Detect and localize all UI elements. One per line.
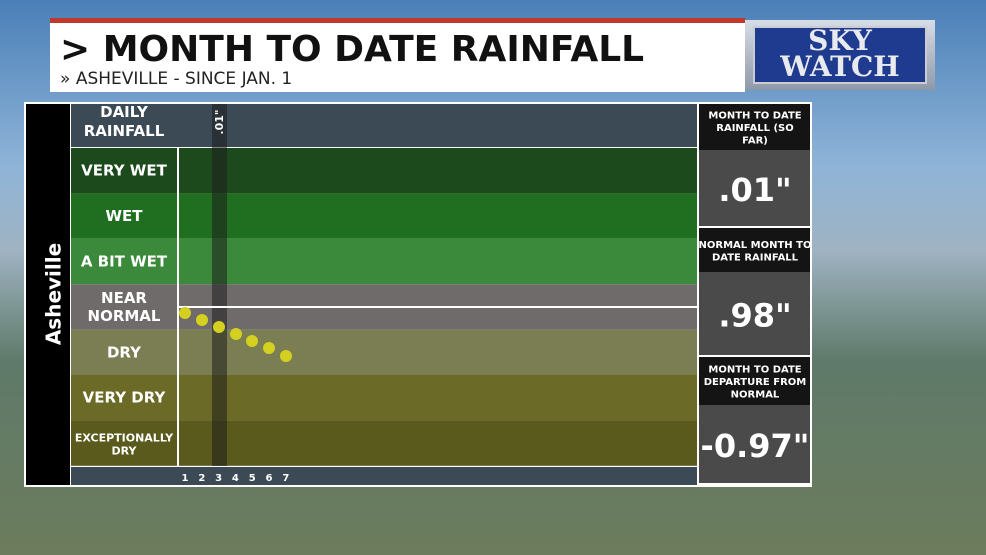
dots — [179, 307, 292, 362]
accent-bar — [50, 18, 745, 23]
band — [71, 420, 697, 466]
stat-label: MONTH TO DATE DEPARTURE FROM NORMAL — [704, 365, 807, 401]
title-text: MONTH TO DATE RAINFALL — [102, 29, 645, 70]
band-label: EXCEPTIONALLY DRY — [75, 432, 174, 458]
band — [71, 329, 697, 375]
subtitle-text: ASHEVILLE - SINCE JAN. 1 — [75, 69, 293, 89]
stat-value-box — [699, 272, 810, 355]
band — [71, 148, 697, 194]
daily-label: DAILY RAINFALL — [84, 103, 165, 140]
stat-label: MONTH TO DATE RAINFALL (SO FAR) — [708, 111, 801, 147]
band-label: A BIT WET — [81, 253, 168, 271]
band-label: DRY — [107, 343, 142, 361]
subtitle: » ASHEVILLE - SINCE JAN. 1 — [60, 69, 293, 89]
dot — [179, 307, 191, 319]
dot — [263, 342, 275, 354]
side-column — [26, 104, 70, 485]
dot — [246, 335, 258, 347]
bar-label: .01" — [213, 109, 226, 134]
stat-value-box — [699, 150, 810, 226]
dot — [230, 328, 242, 340]
day-label: 3 — [215, 473, 222, 484]
band — [71, 193, 697, 239]
dot — [213, 321, 225, 333]
day-label: 4 — [232, 473, 239, 484]
band-label: VERY DRY — [83, 389, 167, 407]
stat-header — [699, 228, 810, 272]
title: > MONTH TO DATE RAINFALL — [60, 29, 645, 70]
stat-header — [699, 357, 810, 405]
header-box: > MONTH TO DATE RAINFALL » ASHEVILLE - S… — [50, 23, 745, 92]
stat-value: .01" — [718, 171, 791, 209]
band-label: WET — [105, 207, 143, 225]
logo: SKY WATCH — [745, 20, 935, 90]
band — [71, 238, 697, 285]
stat-label: NORMAL MONTH TO DATE RAINFALL — [699, 240, 812, 264]
day-label: 6 — [266, 473, 273, 484]
dot — [280, 350, 292, 362]
logo-bottom: WATCH — [780, 50, 900, 83]
side-label: Asheville — [42, 243, 66, 345]
stat-value: -0.97" — [701, 427, 810, 465]
stat-value: .98" — [718, 297, 791, 335]
dot — [196, 314, 208, 326]
band — [71, 375, 697, 421]
daily-header — [71, 104, 697, 147]
stat-header — [699, 104, 810, 150]
day-label: 7 — [282, 473, 289, 484]
day-label: 1 — [182, 473, 189, 484]
daily-bar — [212, 104, 227, 466]
day-axis — [71, 467, 697, 485]
band-label: VERY WET — [81, 162, 167, 180]
day-label: 2 — [198, 473, 205, 484]
stat-value-box — [699, 405, 810, 483]
logo-top: SKY — [808, 24, 872, 57]
band-label: NEAR NORMAL — [88, 289, 161, 325]
day-label: 5 — [249, 473, 256, 484]
logo-badge: SKY WATCH — [753, 26, 927, 84]
